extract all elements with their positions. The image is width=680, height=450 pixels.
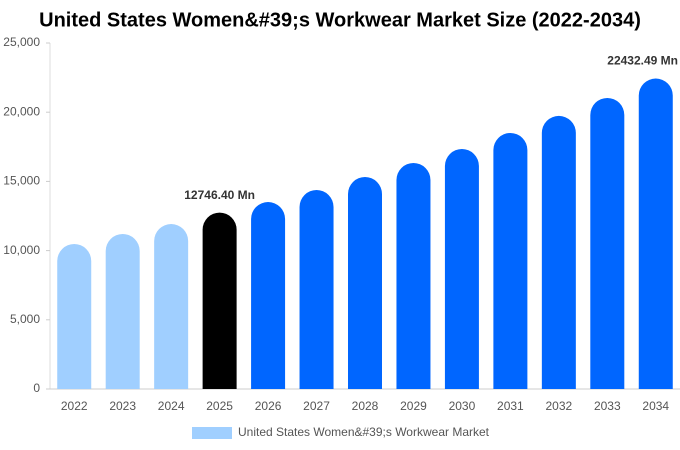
bar [154,224,189,389]
x-tick-label: 2024 [158,399,185,413]
legend-swatch [192,427,232,439]
bar [541,115,576,389]
bar [202,212,237,389]
x-tick-label: 2031 [497,399,524,413]
x-tick-label: 2028 [352,399,379,413]
value-label: 22432.49 Mn [607,54,678,68]
y-tick-label: 20,000 [3,104,40,118]
x-tick-label: 2026 [255,399,282,413]
chart-title: United States Women&#39;s Workwear Marke… [39,9,641,31]
bar [251,202,286,389]
legend-label: United States Women&#39;s Workwear Marke… [238,425,490,439]
bar [638,78,673,390]
y-tick-label: 10,000 [3,243,40,257]
x-tick-label: 2029 [400,399,427,413]
x-tick-label: 2025 [206,399,233,413]
bar [348,176,382,389]
bar [299,189,334,389]
y-tick-label: 25,000 [3,35,40,49]
x-tick-label: 2034 [642,399,669,413]
bar [444,149,479,389]
x-tick-label: 2023 [109,399,136,413]
x-tick-label: 2022 [61,399,88,413]
bar [590,97,625,390]
y-tick-label: 0 [33,381,40,395]
x-tick-label: 2033 [594,399,621,413]
value-label: 12746.40 Mn [184,188,255,202]
x-tick-label: 2032 [545,399,572,413]
bar [105,233,140,389]
y-tick-label: 15,000 [3,174,40,188]
bar [57,243,92,389]
bar [493,132,528,389]
y-tick-label: 5,000 [10,312,40,326]
x-tick-label: 2027 [303,399,330,413]
bar [396,162,431,389]
x-tick-label: 2030 [449,399,476,413]
